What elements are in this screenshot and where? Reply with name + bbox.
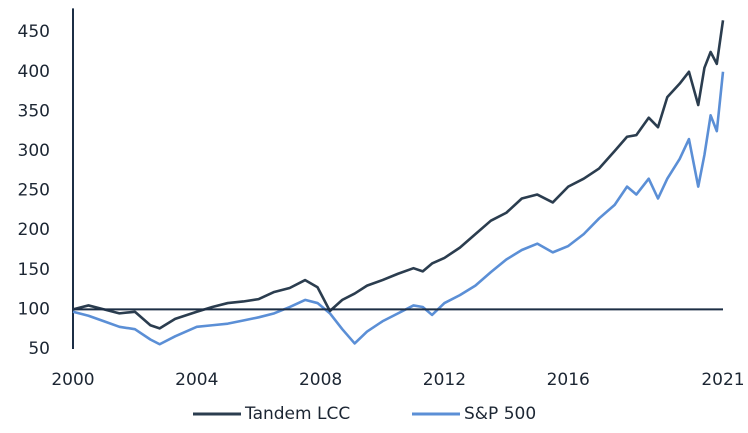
x-tick-label: 2021: [701, 370, 744, 390]
legend-label: Tandem LCC: [244, 404, 350, 424]
series-line: [72, 71, 725, 346]
y-tick-label: 450: [18, 22, 50, 42]
y-tick-label: 200: [18, 220, 50, 240]
x-tick-label: 2000: [51, 370, 94, 390]
x-tick-label: 2012: [423, 370, 466, 390]
x-tick-label: 2016: [547, 370, 590, 390]
legend-label: S&P 500: [464, 404, 536, 424]
y-tick-label: 100: [18, 299, 50, 319]
x-tick-label: 2004: [175, 370, 218, 390]
y-tick-label: 400: [18, 62, 50, 82]
y-tick-label: 50: [28, 339, 50, 359]
y-tick-label: 250: [18, 181, 50, 201]
y-tick-label: 300: [18, 141, 50, 161]
y-tick-label: 350: [18, 101, 50, 121]
x-tick-label: 2008: [299, 370, 342, 390]
series-line: [72, 20, 725, 330]
y-tick-label: 150: [18, 260, 50, 280]
